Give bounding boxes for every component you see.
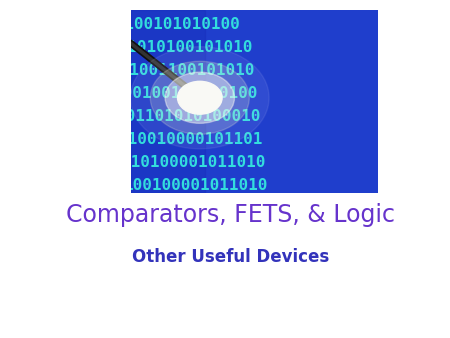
Circle shape — [130, 47, 269, 149]
Text: Comparators, FETS, & Logic: Comparators, FETS, & Logic — [66, 203, 395, 227]
Text: 10100101010100: 10100101010100 — [106, 17, 240, 32]
Text: 110010000101101: 110010000101101 — [118, 132, 262, 147]
Text: 010100001011010: 010100001011010 — [121, 155, 265, 170]
Text: 100100110010100: 100100110010100 — [113, 86, 257, 101]
Text: Other Useful Devices: Other Useful Devices — [132, 247, 329, 266]
Bar — [130, 10, 205, 193]
Text: 101001100101010: 101001100101010 — [111, 63, 255, 78]
Circle shape — [165, 72, 234, 123]
Circle shape — [150, 61, 249, 134]
Text: 001010100101010: 001010100101010 — [108, 40, 252, 55]
Text: 001101010100010: 001101010100010 — [116, 109, 260, 124]
Circle shape — [177, 81, 222, 114]
Text: 100100001011010: 100100001011010 — [123, 178, 267, 193]
